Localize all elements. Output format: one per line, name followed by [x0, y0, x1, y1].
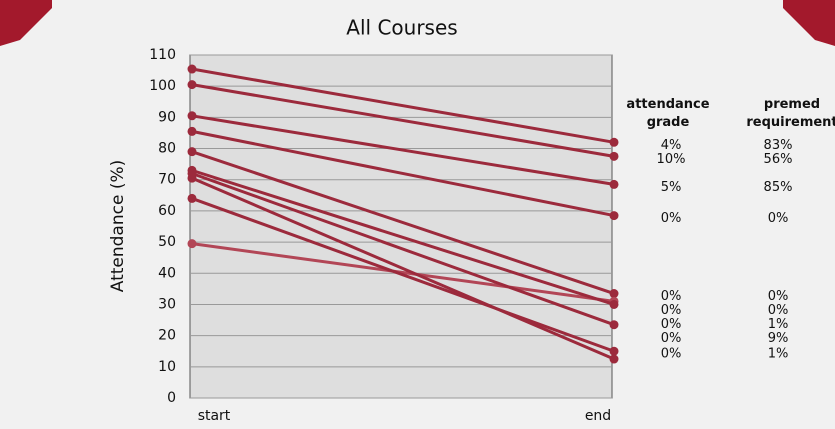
slope-line: [191, 168, 615, 306]
point: [609, 354, 619, 364]
chart-title: All Courses: [346, 16, 457, 40]
row-label: 0%: [768, 303, 789, 318]
row-label: 0%: [661, 347, 682, 362]
plot-area: [189, 54, 613, 399]
row-label: 10%: [657, 152, 686, 167]
point: [609, 151, 619, 161]
y-tick-label: 20: [158, 328, 176, 344]
slope-line: [191, 197, 615, 353]
row-label: 0%: [661, 289, 682, 304]
row-label: 9%: [768, 331, 789, 346]
point: [187, 111, 197, 121]
row-label: 4%: [661, 138, 682, 153]
point: [609, 299, 619, 309]
row-label: 0%: [661, 317, 682, 332]
y-tick-label: 0: [167, 390, 176, 406]
x-tick-label: end: [585, 408, 611, 424]
row-label: 0%: [661, 211, 682, 226]
point: [609, 320, 619, 330]
y-tick-label: 10: [158, 359, 176, 375]
slope-line: [191, 176, 615, 361]
point: [187, 173, 197, 183]
point: [187, 193, 197, 203]
slope-line: [191, 67, 615, 144]
y-tick-label: 80: [158, 141, 176, 157]
y-tick-label: 100: [149, 78, 176, 94]
y-tick-label: 50: [158, 234, 176, 250]
x-tick-label: start: [198, 408, 231, 424]
row-label: 0%: [768, 289, 789, 304]
row-label: 0%: [768, 211, 789, 226]
row-label: 5%: [661, 180, 682, 195]
y-tick-label: 40: [158, 265, 176, 281]
y-tick-label: 110: [149, 47, 176, 63]
row-label: 83%: [764, 138, 793, 153]
point: [609, 179, 619, 189]
slope-line: [191, 242, 615, 303]
row-label: 1%: [768, 317, 789, 332]
y-tick-label: 70: [158, 172, 176, 188]
y-tick-label: 60: [158, 203, 176, 219]
slope-line: [191, 129, 615, 218]
row-label: 0%: [661, 303, 682, 318]
row-label: 56%: [764, 152, 793, 167]
y-axis-label: Attendance (%): [108, 160, 128, 293]
slope-line: [191, 172, 615, 327]
point: [187, 147, 197, 157]
point: [187, 126, 197, 136]
point: [609, 137, 619, 147]
slope-line: [191, 83, 615, 158]
slope-line: [191, 114, 615, 186]
column-header: attendance grade: [626, 97, 709, 130]
point: [609, 346, 619, 356]
point: [187, 80, 197, 90]
logo-left: [0, 0, 52, 46]
logo-right: [783, 0, 835, 46]
y-tick-label: 30: [158, 296, 176, 312]
point: [609, 211, 619, 221]
point: [609, 289, 619, 299]
column-header: premed requirement: [746, 97, 835, 130]
row-label: 85%: [764, 180, 793, 195]
point: [187, 64, 197, 74]
slope-line: [191, 150, 615, 295]
row-label: 0%: [661, 331, 682, 346]
y-tick-label: 90: [158, 109, 176, 125]
row-label: 1%: [768, 347, 789, 362]
point: [187, 239, 197, 249]
